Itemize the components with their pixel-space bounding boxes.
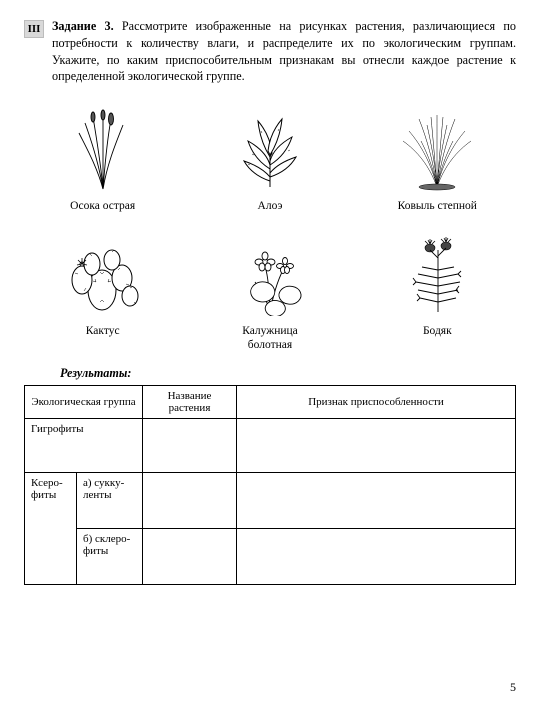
plant-kaluzhnitsa: Калужницаболотная xyxy=(191,228,348,353)
task-body: Рассмотрите изображенные на рисунках рас… xyxy=(52,19,516,83)
plant-bodyak: Бодяк xyxy=(359,228,516,353)
table-row: Гигрофиты xyxy=(25,419,516,473)
results-heading: Результаты: xyxy=(60,366,516,381)
plant-aloe-image xyxy=(215,103,325,193)
table-header-row: Экологическая группа Название растения П… xyxy=(25,386,516,419)
cell-trait xyxy=(237,529,516,585)
plant-aloe: Алоэ xyxy=(191,103,348,213)
cell-name xyxy=(143,419,237,473)
cell-name xyxy=(143,529,237,585)
cell-group: Ксеро-фиты xyxy=(25,473,77,585)
plant-bodyak-image xyxy=(382,228,492,318)
plant-kovyl-label: Ковыль степной xyxy=(398,199,477,213)
level-badge: III xyxy=(24,20,44,38)
table-row: б) склеро-фиты xyxy=(25,529,516,585)
plant-cactus-label: Кактус xyxy=(86,324,120,338)
plant-bodyak-label: Бодяк xyxy=(423,324,452,338)
col-group: Экологическая группа xyxy=(25,386,143,419)
plant-osoka-label: Осока острая xyxy=(70,199,135,213)
cell-group: Гигрофиты xyxy=(25,419,143,473)
cell-subgroup: б) склеро-фиты xyxy=(77,529,143,585)
plants-grid: Осока острая xyxy=(24,103,516,352)
plant-cactus-image xyxy=(48,228,158,318)
task-text: Задание 3. Рассмотрите изображенные на р… xyxy=(52,18,516,85)
plant-kovyl-image xyxy=(382,103,492,193)
plant-osoka: Осока острая xyxy=(24,103,181,213)
plant-cactus: Кактус xyxy=(24,228,181,353)
cell-trait xyxy=(237,473,516,529)
plant-kovyl: Ковыль степной xyxy=(359,103,516,213)
plant-kaluzhnitsa-label: Калужницаболотная xyxy=(242,324,298,353)
plant-osoka-image xyxy=(48,103,158,193)
results-table: Экологическая группа Название растения П… xyxy=(24,385,516,585)
cell-subgroup: а) сукку-ленты xyxy=(77,473,143,529)
table-row: Ксеро-фиты а) сукку-ленты xyxy=(25,473,516,529)
col-name: Название растения xyxy=(143,386,237,419)
plant-aloe-label: Алоэ xyxy=(258,199,283,213)
cell-trait xyxy=(237,419,516,473)
cell-name xyxy=(143,473,237,529)
plant-kaluzhnitsa-image xyxy=(215,228,325,318)
page-number: 5 xyxy=(510,680,516,695)
task-label: Задание 3. xyxy=(52,19,114,33)
col-trait: Признак приспособленности xyxy=(237,386,516,419)
